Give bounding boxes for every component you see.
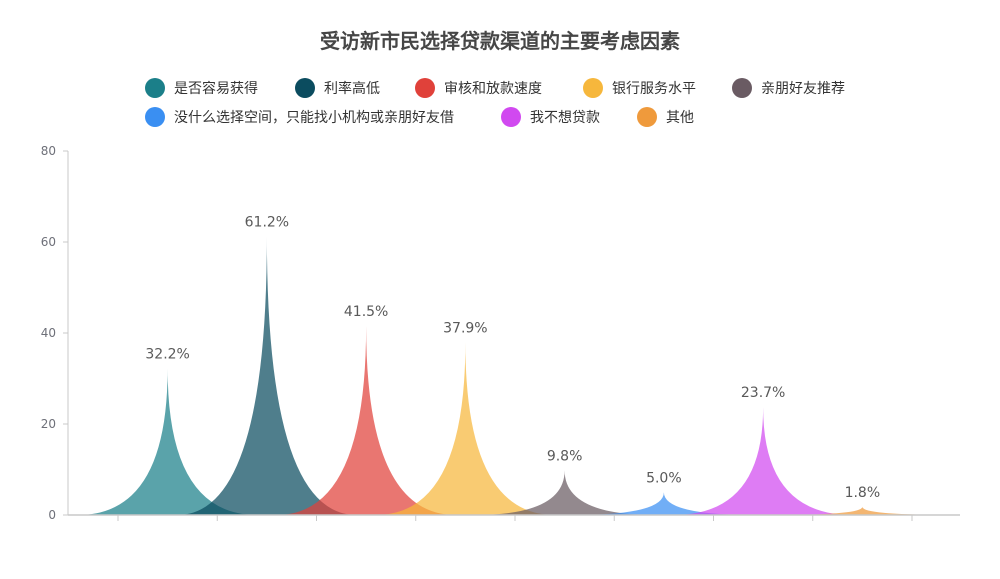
peak-mark[interactable] (475, 470, 655, 515)
peak-mark[interactable] (574, 492, 754, 515)
legend-item[interactable]: 银行服务水平 (583, 78, 696, 98)
legend-item[interactable]: 利率高低 (295, 78, 380, 98)
y-tick-label: 60 (41, 235, 56, 249)
chart-title: 受访新市民选择贷款渠道的主要考虑因素 (320, 29, 680, 53)
data-label: 9.8% (547, 448, 583, 464)
legend-label: 没什么选择空间，只能找小机构或亲朋好友借 (174, 110, 454, 126)
y-tick-label: 40 (41, 326, 56, 340)
peak-mark[interactable] (78, 368, 258, 515)
y-tick-label: 20 (41, 417, 56, 431)
data-label: 41.5% (344, 304, 388, 320)
legend-item[interactable]: 没什么选择空间，只能找小机构或亲朋好友借 (145, 107, 454, 127)
y-tick-label: 0 (48, 508, 56, 522)
legend-item[interactable]: 亲朋好友推荐 (732, 78, 845, 98)
legend-label: 审核和放款速度 (444, 81, 542, 97)
legend-swatch (415, 78, 435, 98)
legend-label: 利率高低 (324, 80, 380, 97)
legend-label: 我不想贷款 (530, 110, 600, 126)
legend-item[interactable]: 是否容易获得 (145, 78, 258, 98)
legend-swatch (295, 78, 315, 98)
data-labels: 32.2% 61.2% 41.5% 37.9% 9.8% 5.0% 23.7% 1.8% (145, 215, 880, 501)
data-label: 1.8% (845, 485, 881, 501)
data-label: 61.2% (245, 215, 289, 231)
legend-label: 其他 (666, 110, 694, 126)
y-tick-label: 80 (41, 144, 56, 158)
legend-item[interactable]: 其他 (637, 107, 694, 127)
peak-mark[interactable] (772, 506, 952, 515)
legend-label: 银行服务水平 (612, 81, 696, 97)
legend-label: 是否容易获得 (174, 80, 258, 97)
data-label: 5.0% (646, 470, 682, 486)
legend-item[interactable]: 我不想贷款 (501, 107, 600, 127)
data-label: 32.2% (145, 346, 189, 362)
legend-swatch (145, 78, 165, 98)
legend-item[interactable]: 审核和放款速度 (415, 78, 542, 98)
legend-swatch (637, 107, 657, 127)
legend-swatch (732, 78, 752, 98)
legend-swatch (583, 78, 603, 98)
legend-swatch (145, 107, 165, 127)
peak-mark[interactable] (276, 326, 456, 515)
axes: 0 20 40 60 80 (41, 144, 960, 522)
data-label: 23.7% (741, 385, 785, 401)
peak-mark[interactable] (673, 407, 853, 515)
legend-swatch (501, 107, 521, 127)
legend: 是否容易获得 利率高低 审核和放款速度 银行服务水平 亲朋好友推荐没什么选择空间，只能找… (145, 78, 845, 127)
legend-label: 亲朋好友推荐 (761, 81, 845, 97)
peak-mark[interactable] (375, 342, 555, 515)
peak-mark[interactable] (177, 236, 357, 516)
data-label: 37.9% (443, 321, 487, 337)
plot-area (78, 236, 952, 516)
